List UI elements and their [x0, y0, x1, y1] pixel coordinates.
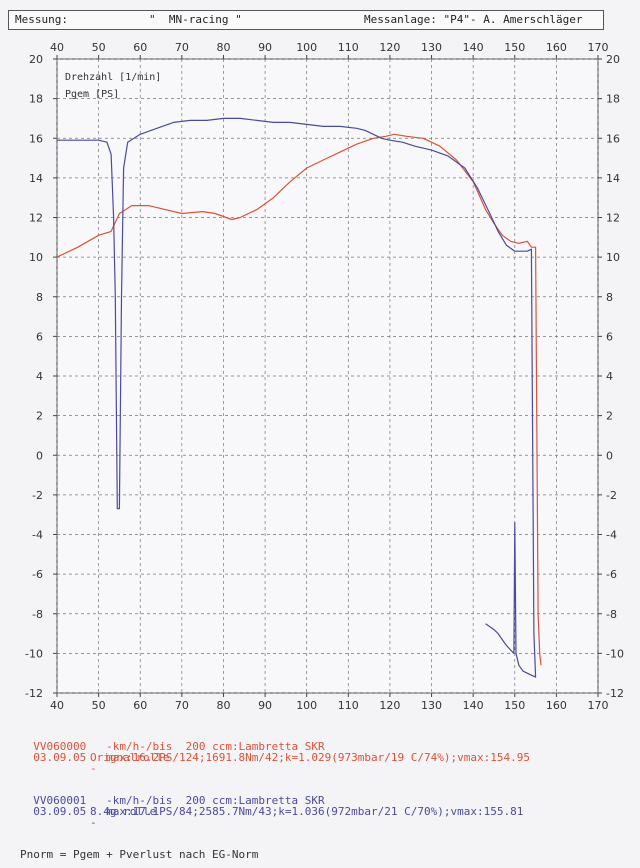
- x-tick-label-bottom: 60: [133, 699, 147, 712]
- y-tick-label-right: 6: [606, 330, 613, 343]
- x-tick-label-top: 50: [92, 41, 106, 54]
- y-tick-label-left: 2: [36, 410, 43, 423]
- y-tick-label-right: 12: [606, 212, 620, 225]
- y-tick-label-left: 8: [36, 291, 43, 304]
- record-1-line4: -: [90, 816, 97, 829]
- record-0-line2: max:16.2PS/124;1691.8Nm/42;k=1.029(973mb…: [106, 751, 530, 764]
- record-0: VV060000 -km/h-/bis 200 ccm:Lambretta SK…: [20, 730, 325, 753]
- record-0-row2: 03.09.05 max:16.2PS/124;1691.8Nm/42;k=1.…: [20, 741, 530, 763]
- x-tick-label-bottom: 40: [50, 699, 64, 712]
- footer-note: Pnorm = Pgem + Pverlust nach EG-Norm: [20, 848, 259, 861]
- record-0-line3: Orignalrolle: [90, 751, 170, 764]
- x-tick-label-bottom: 140: [463, 699, 484, 712]
- x-tick-label-bottom: 50: [92, 699, 106, 712]
- x-tick-label-top: 70: [175, 41, 189, 54]
- x-tick-label-top: 90: [258, 41, 272, 54]
- x-tick-label-bottom: 90: [258, 699, 272, 712]
- x-tick-label-top: 150: [504, 41, 525, 54]
- y-tick-label-left: 0: [36, 449, 43, 462]
- y-tick-label-left: 16: [29, 132, 43, 145]
- record-0-line1: -km/h-/bis 200 ccm:Lambretta SKR: [106, 740, 325, 753]
- measurement-value: " MN-racing ": [149, 13, 242, 26]
- y-tick-label-right: 16: [606, 132, 620, 145]
- series-line-1: [57, 117, 537, 678]
- y-tick-label-right: 8: [606, 291, 613, 304]
- x-tick-label-top: 80: [216, 41, 230, 54]
- y-tick-label-right: -6: [606, 568, 617, 581]
- x-tick-label-top: 60: [133, 41, 147, 54]
- record-1-line1: -km/h-/bis 200 ccm:Lambretta SKR: [106, 794, 325, 807]
- legend-entry-0: Drehzahl [1/min]: [65, 72, 161, 83]
- record-0-date: 03.09.05: [33, 751, 87, 764]
- y-tick-label-left: 6: [36, 330, 43, 343]
- series-line-0: [56, 133, 542, 666]
- x-tick-label-top: 130: [421, 41, 442, 54]
- record-1-line3: 8.4g rolle: [90, 805, 157, 818]
- record-0-id: VV060000: [33, 740, 87, 753]
- record-1: VV060001 -km/h-/bis 200 ccm:Lambretta SK…: [20, 784, 325, 807]
- y-tick-label-right: -10: [606, 647, 624, 660]
- x-tick-label-bottom: 120: [379, 699, 400, 712]
- x-tick-label-bottom: 110: [338, 699, 359, 712]
- y-tick-label-left: 12: [29, 212, 43, 225]
- x-tick-label-bottom: 150: [504, 699, 525, 712]
- x-tick-label-top: 160: [546, 41, 567, 54]
- y-tick-label-left: 10: [29, 251, 43, 264]
- x-tick-label-top: 100: [296, 41, 317, 54]
- x-tick-label-top: 140: [463, 41, 484, 54]
- x-tick-label-bottom: 160: [546, 699, 567, 712]
- y-tick-label-left: 20: [29, 53, 43, 66]
- x-tick-label-bottom: 80: [216, 699, 230, 712]
- y-tick-label-right: -12: [606, 687, 624, 700]
- x-tick-label-top: 110: [338, 41, 359, 54]
- y-tick-label-right: -4: [606, 529, 617, 542]
- x-tick-label-bottom: 100: [296, 699, 317, 712]
- y-tick-label-right: 4: [606, 370, 613, 383]
- measurement-header: Messung: " MN-racing " Messanlage: "P4"-…: [8, 10, 604, 30]
- y-tick-label-right: 10: [606, 251, 620, 264]
- x-tick-label-bottom: 130: [421, 699, 442, 712]
- x-tick-label-top: 40: [50, 41, 64, 54]
- y-tick-label-left: 4: [36, 370, 43, 383]
- facility-label: Messanlage: "P4"- A. Amerschläger: [364, 13, 583, 26]
- y-tick-label-right: 2: [606, 410, 613, 423]
- record-1-id: VV060001: [33, 794, 87, 807]
- y-tick-label-right: -8: [606, 608, 617, 621]
- y-tick-label-left: -6: [32, 568, 43, 581]
- y-tick-label-left: 18: [29, 93, 43, 106]
- y-tick-label-left: -8: [32, 608, 43, 621]
- y-tick-label-left: -2: [32, 489, 43, 502]
- measurement-label: Messung:: [15, 13, 68, 26]
- y-tick-label-right: -2: [606, 489, 617, 502]
- x-tick-label-top: 120: [379, 41, 400, 54]
- y-tick-label-right: 14: [606, 172, 620, 185]
- record-1-line2: max:17.1PS/84;2585.7Nm/43;k=1.036(972mba…: [106, 805, 524, 818]
- y-tick-label-right: 20: [606, 53, 620, 66]
- x-tick-label-bottom: 170: [588, 699, 609, 712]
- y-tick-label-right: 18: [606, 93, 620, 106]
- record-1-row2: 03.09.05 max:17.1PS/84;2585.7Nm/43;k=1.0…: [20, 795, 523, 817]
- x-tick-label-bottom: 70: [175, 699, 189, 712]
- record-1-date: 03.09.05: [33, 805, 87, 818]
- y-tick-label-left: -12: [25, 687, 43, 700]
- y-tick-label-right: 0: [606, 449, 613, 462]
- y-tick-label-left: -4: [32, 529, 43, 542]
- record-0-line4: -: [90, 762, 97, 775]
- y-tick-label-left: 14: [29, 172, 43, 185]
- power-chart: 4040505060607070808090901001001101101201…: [25, 41, 624, 712]
- x-tick-label-top: 170: [588, 41, 609, 54]
- legend-entry-1: Pgem [PS]: [65, 89, 119, 100]
- y-tick-label-left: -10: [25, 647, 43, 660]
